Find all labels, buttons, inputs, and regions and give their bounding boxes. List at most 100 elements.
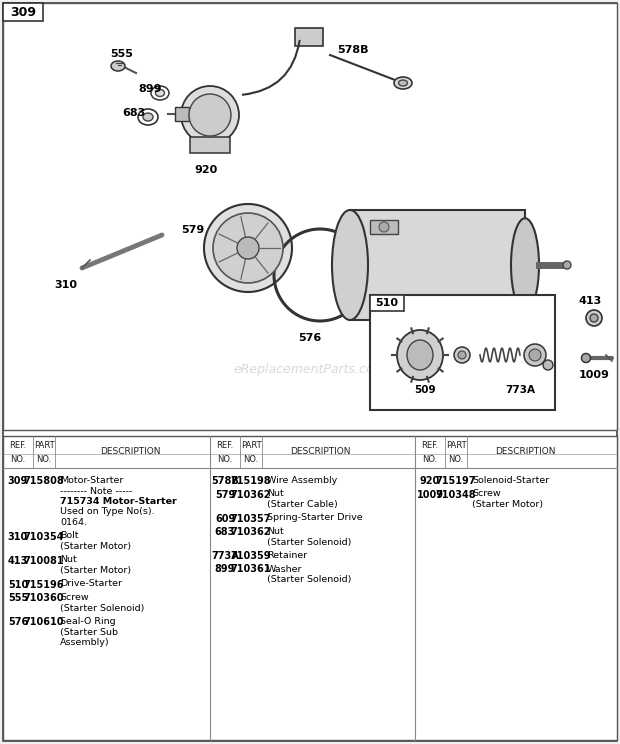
Text: (Starter Cable): (Starter Cable) — [267, 500, 338, 509]
Text: DESCRIPTION: DESCRIPTION — [290, 447, 350, 457]
Text: Spring-Starter Drive: Spring-Starter Drive — [267, 513, 363, 522]
Bar — [295, 28, 323, 46]
Text: 576: 576 — [8, 617, 28, 627]
Text: 1009: 1009 — [578, 370, 609, 380]
Ellipse shape — [213, 213, 283, 283]
Ellipse shape — [111, 61, 125, 71]
Ellipse shape — [399, 80, 407, 86]
Text: Nut: Nut — [267, 490, 284, 498]
Text: 309: 309 — [8, 476, 28, 486]
Bar — [370, 220, 398, 234]
Ellipse shape — [563, 261, 571, 269]
Text: 710360: 710360 — [24, 593, 64, 603]
Text: 310: 310 — [55, 280, 78, 290]
Bar — [370, 295, 555, 410]
Text: Drive-Starter: Drive-Starter — [60, 580, 122, 589]
Text: Washer: Washer — [267, 565, 303, 574]
Text: 310: 310 — [8, 531, 28, 542]
Text: 715734 Motor-Starter: 715734 Motor-Starter — [60, 497, 177, 506]
Text: 579: 579 — [215, 490, 235, 499]
Text: 309: 309 — [10, 7, 36, 19]
Text: NO.: NO. — [218, 455, 232, 464]
Ellipse shape — [511, 218, 539, 312]
Text: 578B: 578B — [211, 476, 239, 486]
Text: PART: PART — [241, 440, 261, 449]
Text: 1009: 1009 — [417, 490, 443, 499]
Ellipse shape — [590, 314, 598, 322]
Ellipse shape — [582, 353, 590, 362]
Text: 710359: 710359 — [231, 551, 272, 561]
Text: (Starter Sub: (Starter Sub — [60, 627, 118, 637]
Ellipse shape — [332, 210, 368, 320]
Bar — [175, 107, 189, 121]
Text: 710362: 710362 — [231, 527, 272, 537]
Text: 710354: 710354 — [24, 531, 64, 542]
Text: (Starter Motor): (Starter Motor) — [472, 500, 543, 509]
Text: 920: 920 — [420, 476, 440, 486]
Bar — [350, 210, 525, 320]
Text: 578B: 578B — [337, 45, 368, 55]
Text: REF.: REF. — [9, 440, 27, 449]
Text: NO.: NO. — [11, 455, 25, 464]
Text: 715197: 715197 — [436, 476, 476, 486]
Text: 715198: 715198 — [231, 476, 272, 486]
Text: 609: 609 — [215, 513, 235, 524]
Text: 413: 413 — [8, 556, 28, 565]
Text: 576: 576 — [298, 333, 322, 343]
Text: 710610: 710610 — [24, 617, 64, 627]
Ellipse shape — [394, 77, 412, 89]
Text: 920: 920 — [195, 165, 218, 175]
Text: Screw: Screw — [60, 593, 89, 602]
Text: 509: 509 — [414, 385, 436, 395]
Text: Used on Type No(s).: Used on Type No(s). — [60, 507, 154, 516]
Ellipse shape — [379, 222, 389, 232]
Text: Wire Assembly: Wire Assembly — [267, 476, 337, 485]
Text: 710361: 710361 — [231, 565, 272, 574]
Text: Retainer: Retainer — [267, 551, 308, 560]
Text: 683: 683 — [215, 527, 235, 537]
Text: 773A: 773A — [505, 385, 535, 395]
Bar — [3, 3, 617, 430]
Text: NO.: NO. — [244, 455, 259, 464]
Text: DESCRIPTION: DESCRIPTION — [100, 447, 160, 457]
Text: Nut: Nut — [60, 556, 77, 565]
Text: -------- Note -----: -------- Note ----- — [60, 487, 132, 496]
Text: 710081: 710081 — [24, 556, 64, 565]
Text: (Starter Solenoid): (Starter Solenoid) — [60, 603, 144, 612]
Text: DESCRIPTION: DESCRIPTION — [495, 447, 556, 457]
Text: 683: 683 — [122, 108, 145, 118]
Text: 510: 510 — [8, 580, 28, 589]
Text: REF.: REF. — [216, 440, 234, 449]
Bar — [190, 137, 230, 153]
Text: PART: PART — [33, 440, 55, 449]
Ellipse shape — [189, 94, 231, 136]
Ellipse shape — [454, 347, 470, 363]
Text: Screw: Screw — [472, 490, 500, 498]
Text: 773A: 773A — [211, 551, 239, 561]
Text: PART: PART — [446, 440, 466, 449]
Text: 579: 579 — [181, 225, 204, 235]
Ellipse shape — [151, 86, 169, 100]
Text: 555: 555 — [8, 593, 28, 603]
Text: NO.: NO. — [422, 455, 438, 464]
Text: (Starter Solenoid): (Starter Solenoid) — [267, 575, 352, 584]
Text: 710348: 710348 — [436, 490, 476, 499]
Text: (Starter Solenoid): (Starter Solenoid) — [267, 537, 352, 547]
Text: NO.: NO. — [448, 455, 464, 464]
Text: Nut: Nut — [267, 527, 284, 536]
Text: 0164.: 0164. — [60, 518, 87, 527]
Ellipse shape — [397, 330, 443, 380]
Ellipse shape — [543, 360, 553, 370]
Bar — [370, 300, 398, 314]
Ellipse shape — [204, 204, 292, 292]
Ellipse shape — [181, 86, 239, 144]
Text: 710357: 710357 — [231, 513, 272, 524]
Ellipse shape — [237, 237, 259, 259]
Text: Motor-Starter: Motor-Starter — [60, 476, 123, 485]
Text: (Starter Motor): (Starter Motor) — [60, 542, 131, 551]
Text: 899: 899 — [138, 84, 161, 94]
Ellipse shape — [524, 344, 546, 366]
Ellipse shape — [407, 340, 433, 370]
Bar — [3, 436, 617, 740]
Text: 715808: 715808 — [24, 476, 64, 486]
